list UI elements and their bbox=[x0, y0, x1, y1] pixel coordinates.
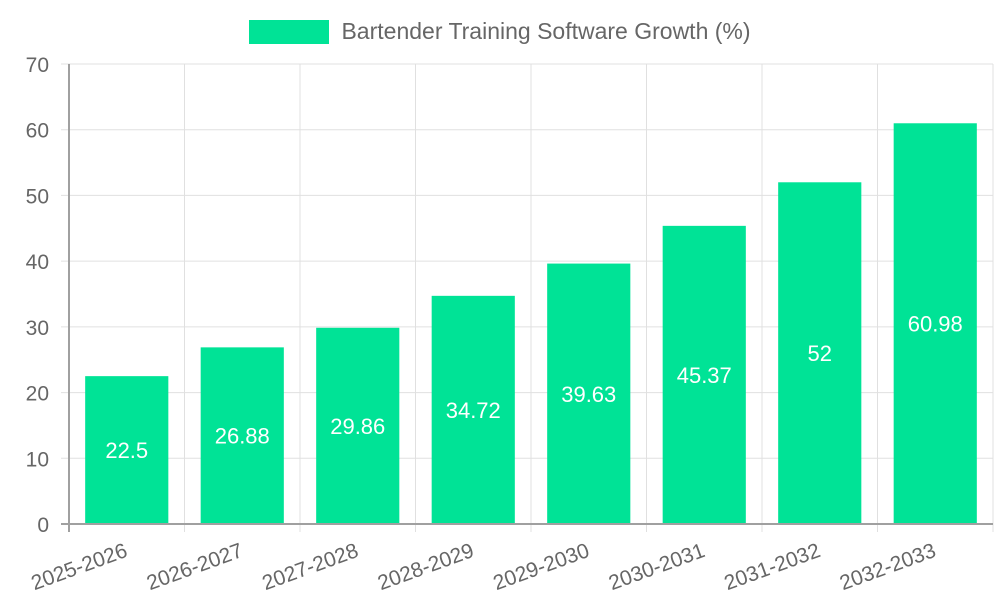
y-tick-label: 0 bbox=[37, 514, 49, 537]
y-tick-label: 30 bbox=[26, 317, 49, 340]
data-label: 29.86 bbox=[330, 414, 385, 439]
x-tick-label: 2026-2027 bbox=[144, 539, 246, 595]
x-tick-label: 2029-2030 bbox=[490, 539, 592, 595]
y-tick-label: 10 bbox=[26, 448, 49, 471]
bar bbox=[316, 327, 400, 524]
y-tick-label: 50 bbox=[26, 185, 49, 208]
x-tick-label: 2032-2033 bbox=[837, 539, 939, 595]
y-tick-label: 20 bbox=[26, 383, 49, 406]
bar bbox=[85, 376, 169, 524]
bar bbox=[200, 347, 284, 524]
y-tick-label: 70 bbox=[26, 54, 49, 77]
y-tick-label: 60 bbox=[26, 120, 49, 143]
legend-swatch bbox=[249, 19, 330, 44]
legend-label: Bartender Training Software Growth (%) bbox=[341, 18, 751, 44]
x-tick-label: 2031-2032 bbox=[721, 539, 823, 595]
x-tick-label: 2027-2028 bbox=[259, 539, 361, 595]
bar bbox=[547, 263, 631, 524]
x-tick-label: 2025-2026 bbox=[28, 539, 130, 595]
grid-lines bbox=[61, 63, 994, 532]
data-label: 60.98 bbox=[908, 312, 963, 337]
bar bbox=[431, 295, 515, 524]
bar bbox=[778, 182, 862, 525]
x-tick-label: 2028-2029 bbox=[375, 539, 477, 595]
x-tick-label: 2030-2031 bbox=[606, 539, 708, 595]
data-label: 26.88 bbox=[215, 424, 270, 449]
bar bbox=[893, 123, 977, 524]
axes bbox=[61, 64, 993, 532]
data-label: 39.63 bbox=[561, 382, 616, 407]
bar bbox=[662, 225, 746, 524]
data-label: 52 bbox=[808, 341, 832, 366]
data-label: 45.37 bbox=[677, 363, 732, 388]
y-tick-label: 40 bbox=[26, 251, 49, 274]
bars bbox=[85, 123, 977, 525]
chart-legend[interactable]: Bartender Training Software Growth (%) bbox=[0, 18, 1000, 45]
data-label: 22.5 bbox=[105, 438, 148, 463]
data-label: 34.72 bbox=[446, 398, 501, 423]
